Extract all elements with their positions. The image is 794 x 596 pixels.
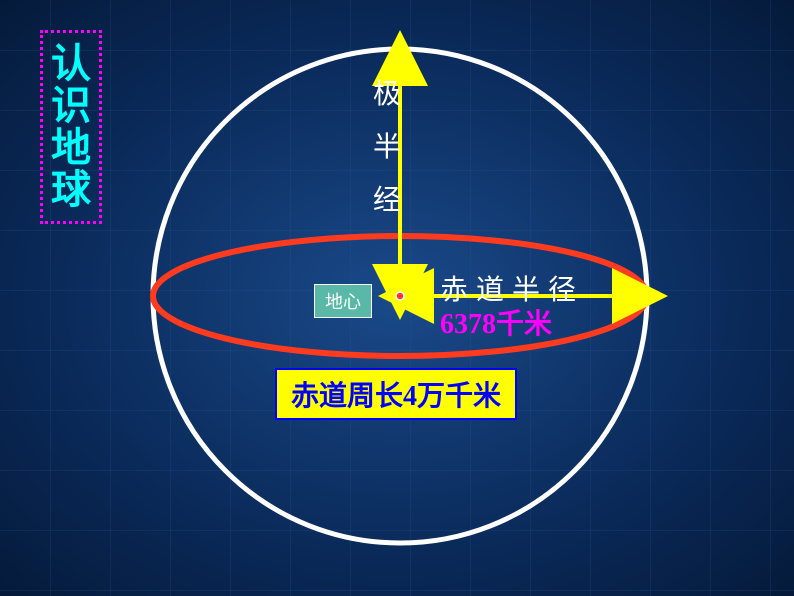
center-label: 地心 xyxy=(314,284,372,318)
equatorial-radius-value: 6378千米 xyxy=(440,302,552,342)
polar-radius-label: 极 半 经 xyxy=(373,80,403,238)
circumference-label: 赤道周长4万千米 xyxy=(275,368,517,420)
center-dot xyxy=(396,292,404,300)
